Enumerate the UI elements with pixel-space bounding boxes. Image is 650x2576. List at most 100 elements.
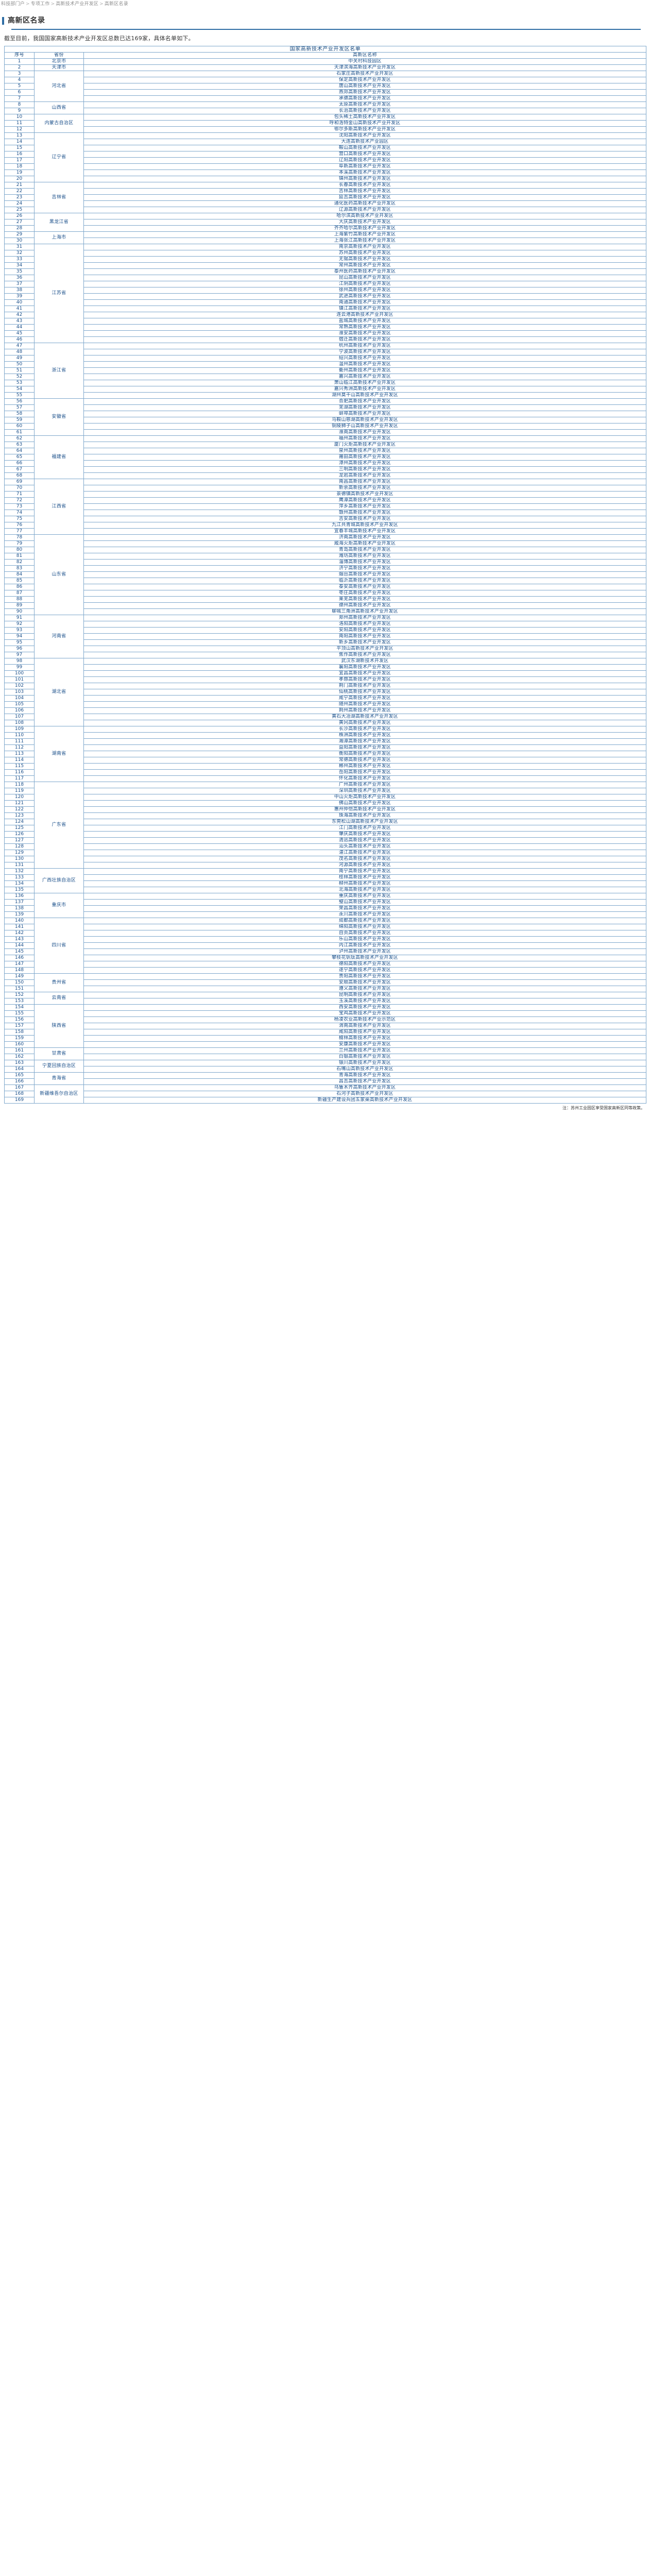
cell-zone-name: 厦门火炬高新技术产业开发区: [83, 442, 647, 448]
cell-index: 144: [4, 942, 35, 949]
zones-table-wrap: 国家高新技术产业开发区名单 序号 省份 高新区名称 1 北京市 中关村科技园区 2 天津…: [0, 46, 650, 1104]
table-row: 146 攀枝花钒钛高新技术产业开发区: [4, 955, 647, 961]
cell-index: 33: [4, 256, 35, 263]
cell-zone-name: 永川高新技术产业开发区: [83, 911, 647, 918]
cell-index: 45: [4, 330, 35, 337]
table-row: 49 绍兴高新技术产业开发区: [4, 355, 647, 362]
cell-index: 84: [4, 571, 35, 578]
title-accent-bar: [2, 16, 4, 25]
cell-zone-name: 盐城高新技术产业开发区: [83, 318, 647, 325]
cell-index: 86: [4, 584, 35, 590]
cell-zone-name: 湛江高新技术产业开发区: [83, 850, 647, 856]
table-row: 162 白银高新技术产业开发区: [4, 1054, 647, 1060]
table-row: 112 益阳高新技术产业开发区: [4, 744, 647, 751]
cell-index: 5: [4, 83, 35, 90]
cell-zone-name: 淮南高新技术产业开发区: [83, 429, 647, 436]
cell-zone-name: 武汉东湖新技术开发区: [83, 658, 647, 665]
cell-zone-name: 白银高新技术产业开发区: [83, 1054, 647, 1060]
cell-index: 15: [4, 145, 35, 151]
table-row: 31 江苏省 南京高新技术产业开发区: [4, 244, 647, 343]
cell-province: 天津市: [34, 64, 84, 71]
cell-index: 110: [4, 732, 35, 739]
cell-index: 124: [4, 819, 35, 825]
table-row: 73 萍乡高新技术产业开发区: [4, 503, 647, 510]
cell-index: 94: [4, 633, 35, 640]
cell-zone-name: 惠州仲恺高新技术产业开发区: [83, 806, 647, 813]
cell-province: 山西省: [34, 101, 84, 114]
cell-index: 166: [4, 1078, 35, 1085]
breadcrumb-item-3[interactable]: 高新区名录: [104, 2, 128, 7]
cell-zone-name: 长治高新技术产业开发区: [83, 108, 647, 114]
cell-zone-name: 湘潭高新技术产业开发区: [83, 738, 647, 745]
cell-zone-name: 宝鸡高新技术产业开发区: [83, 1010, 647, 1017]
column-header-province: 省份: [34, 52, 84, 59]
cell-index: 35: [4, 268, 35, 275]
table-footnote: 注：苏州工业园区享受国家高新区同等政策。: [562, 1106, 645, 1110]
cell-zone-name: 常熟高新技术产业开发区: [83, 324, 647, 331]
cell-index: 152: [4, 992, 35, 998]
cell-index: 96: [4, 646, 35, 652]
cell-index: 107: [4, 714, 35, 720]
cell-zone-name: 荆州高新技术产业开发区: [83, 707, 647, 714]
table-row: 103 仙桃高新技术产业开发区: [4, 689, 647, 696]
table-row: 45 淮安高新技术产业开发区: [4, 330, 647, 337]
table-row: 158 咸阳高新技术产业开发区: [4, 1029, 647, 1036]
cell-province: 湖北省: [34, 658, 84, 726]
table-row: 168 石河子高新技术产业开发区: [4, 1091, 647, 1097]
cell-index: 113: [4, 751, 35, 757]
cell-province: 辽宁省: [34, 132, 84, 182]
zones-table: 国家高新技术产业开发区名单 序号 省份 高新区名称 1 北京市 中关村科技园区 2 天津…: [4, 46, 647, 1104]
cell-province: 福建省: [34, 435, 84, 479]
cell-index: 34: [4, 262, 35, 269]
cell-zone-name: 玉溪高新技术产业开发区: [83, 998, 647, 1005]
table-row: 27 大庆高新技术产业开发区: [4, 219, 647, 226]
cell-index: 153: [4, 998, 35, 1005]
cell-index: 29: [4, 231, 35, 238]
cell-index: 68: [4, 472, 35, 479]
cell-zone-name: 江门高新技术产业开发区: [83, 825, 647, 832]
table-row: 99 襄阳高新技术产业开发区: [4, 664, 647, 671]
table-row: 86 泰安高新技术产业开发区: [4, 584, 647, 590]
cell-index: 109: [4, 726, 35, 733]
breadcrumb-separator: >: [99, 2, 104, 7]
cell-zone-name: 怀化高新技术产业开发区: [83, 775, 647, 782]
breadcrumb-item-0[interactable]: 科技部门户: [1, 2, 25, 7]
cell-zone-name: 南京高新技术产业开发区: [83, 244, 647, 250]
cell-index: 55: [4, 392, 35, 399]
cell-zone-name: 中关村科技园区: [83, 58, 647, 65]
cell-zone-name: 无锡高新技术产业开发区: [83, 256, 647, 263]
cell-index: 138: [4, 905, 35, 912]
table-row: 46 宿迁高新技术产业开发区: [4, 336, 647, 343]
table-row: 48 宁波高新技术产业开发区: [4, 349, 647, 355]
table-row: 2 天津市 天津滨海高新技术产业开发区: [4, 64, 647, 71]
table-row: 69 江西省 南昌高新技术产业开发区: [4, 479, 647, 535]
table-caption-row: 国家高新技术产业开发区名单: [4, 46, 647, 53]
cell-index: 157: [4, 1023, 35, 1029]
cell-province: 河北省: [34, 71, 84, 102]
table-row: 89 德州高新技术产业开发区: [4, 602, 647, 609]
cell-zone-name: 新余高新技术产业开发区: [83, 485, 647, 492]
cell-zone-name: 延吉高新技术产业开发区: [83, 194, 647, 201]
cell-index: 47: [4, 343, 35, 349]
cell-index: 99: [4, 664, 35, 671]
cell-zone-name: 岳阳高新技术产业开发区: [83, 769, 647, 776]
table-row: 38 徐州高新技术产业开发区: [4, 287, 647, 294]
breadcrumb-item-2[interactable]: 高新技术产业开发区: [56, 2, 99, 7]
cell-index: 133: [4, 874, 35, 881]
table-row: 137 璧山高新技术产业开发区: [4, 899, 647, 906]
table-row: 53 萧山临江高新技术产业开发区: [4, 380, 647, 386]
table-row: 56 安徽省 合肥高新技术产业开发区: [4, 398, 647, 436]
cell-index: 48: [4, 349, 35, 355]
cell-index: 98: [4, 658, 35, 665]
cell-zone-name: 太原高新技术产业开发区: [83, 101, 647, 108]
cell-index: 88: [4, 596, 35, 603]
table-row: 121 佛山高新技术产业开发区: [4, 800, 647, 807]
breadcrumb-item-1[interactable]: 专项工作: [30, 2, 50, 7]
table-row: 52 嘉兴高新技术产业开发区: [4, 374, 647, 380]
cell-zone-name: 乌鲁木齐高新技术产业开发区: [83, 1084, 647, 1091]
table-row: 68 龙岩高新技术产业开发区: [4, 472, 647, 479]
table-row: 123 珠海高新技术产业开发区: [4, 812, 647, 819]
cell-zone-name: 银川高新技术产业开发区: [83, 1060, 647, 1066]
table-row: 82 淄博高新技术产业开发区: [4, 559, 647, 566]
table-row: 160 安康高新技术产业开发区: [4, 1041, 647, 1048]
